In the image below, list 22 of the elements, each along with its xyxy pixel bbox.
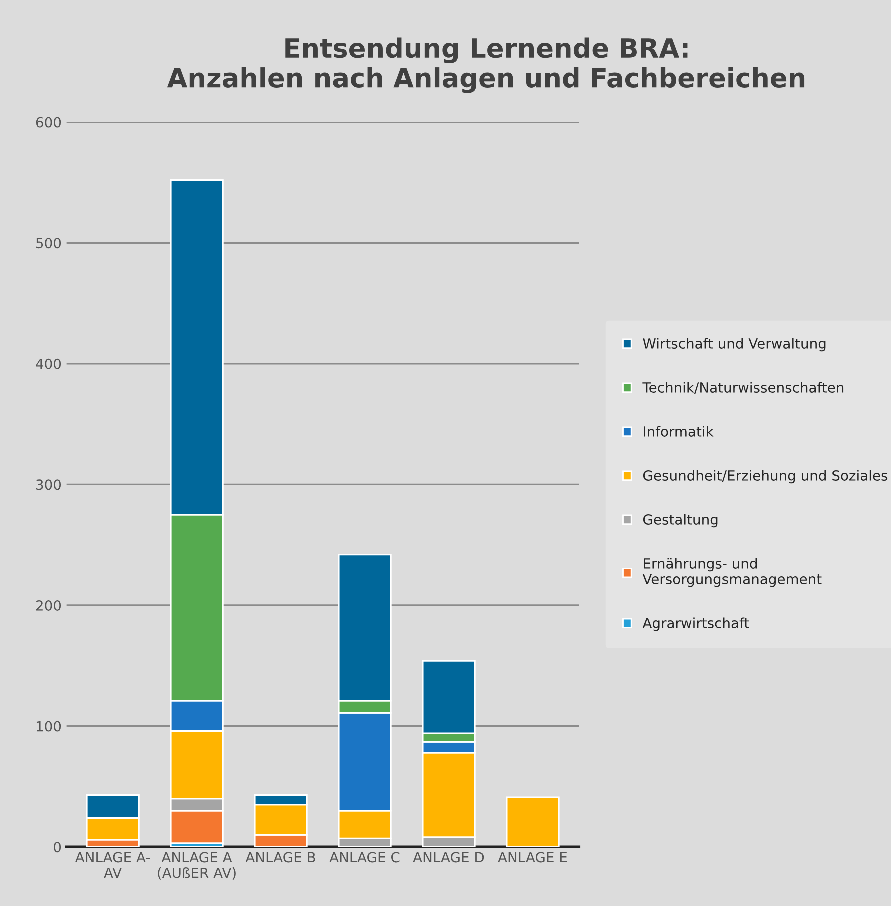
legend-label: Technik/Naturwissenschaften (642, 382, 844, 394)
x-tick-label: ANLAGE E (498, 852, 568, 863)
y-tick-label: 400 (36, 358, 62, 370)
bar (506, 796, 560, 848)
x-tick-label: ANLAGE D (413, 852, 484, 863)
chart-title: Entsendung Lernende BRA: Anzahlen nach Anlagen und Fachbereichen (167, 38, 805, 94)
y-tick-label: 0 (54, 842, 62, 853)
legend-label: Wirtschaft und Verwaltung (643, 338, 826, 352)
legend-label: Ernährungs- und Versorgungsmanagement (642, 558, 822, 588)
y-tick-label: 600 (36, 117, 62, 128)
y-tick-label: 200 (36, 600, 62, 611)
x-tick-label: ANLAGE A (AUßER AV) (158, 852, 236, 880)
y-tick-label: 300 (36, 480, 62, 490)
legend-label: Gestaltung (643, 514, 718, 528)
legend-label: Informatik (644, 426, 714, 437)
y-tick-label: 100 (36, 721, 62, 732)
legend-label: Gesundheit/Erziehung und Soziales (643, 470, 888, 484)
x-tick-label: ANLAGE B (246, 852, 316, 863)
x-tick-label: ANLAGE C (330, 852, 400, 863)
legend-label: Agrarwirtschaft (642, 618, 750, 632)
x-tick-label: ANLAGE A- AV (75, 852, 150, 878)
y-tick-label: 500 (36, 238, 62, 249)
